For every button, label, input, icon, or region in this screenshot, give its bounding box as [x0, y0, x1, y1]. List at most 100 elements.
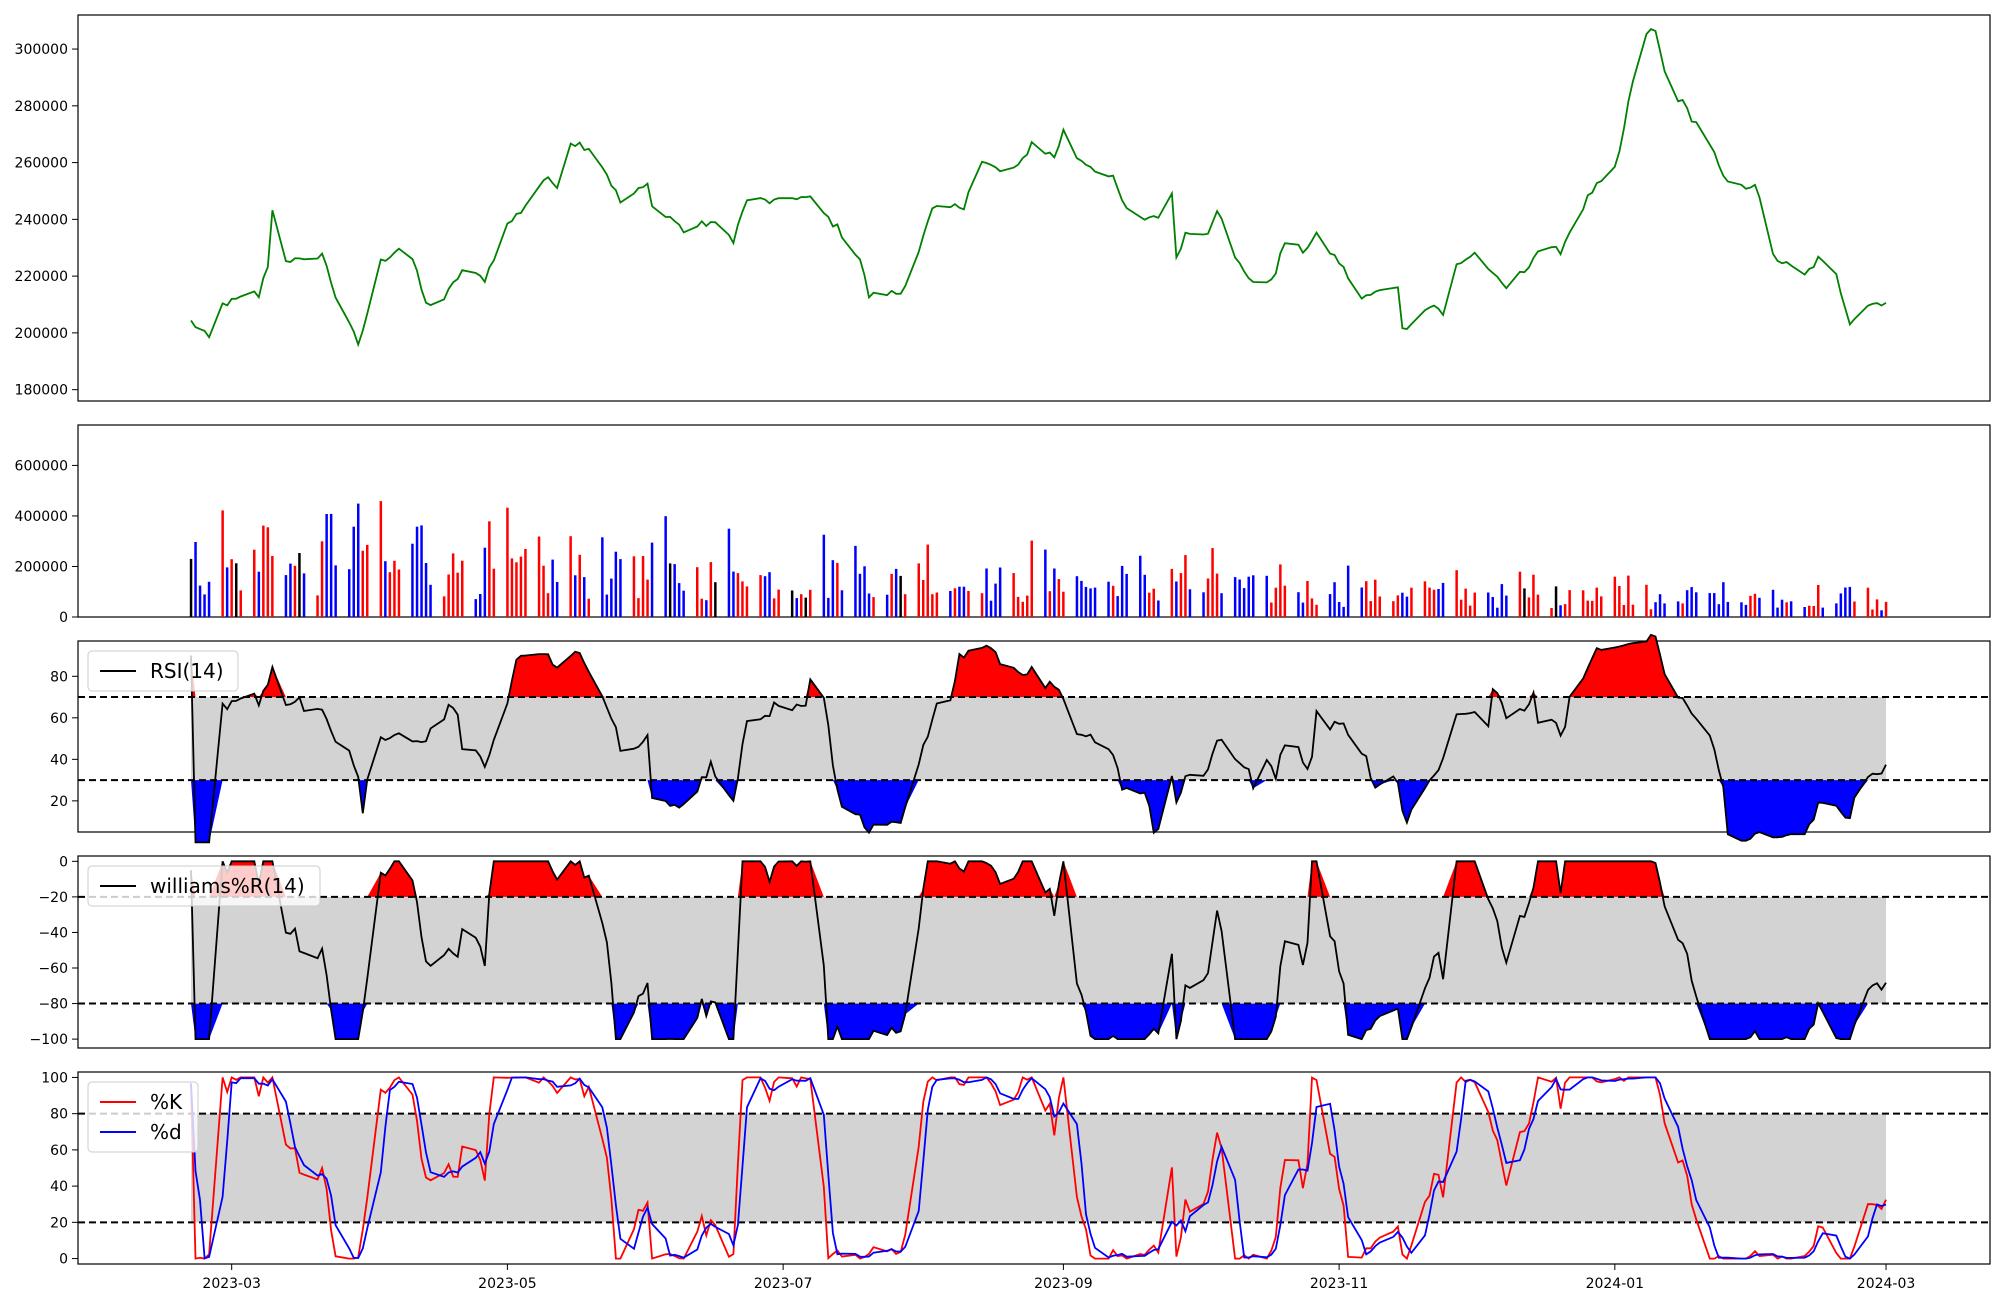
volume-bar	[1441, 582, 1445, 617]
volume-bar	[804, 597, 807, 617]
volume-bar	[1306, 581, 1309, 617]
volume-bar	[1527, 597, 1531, 617]
volume-bar	[795, 598, 798, 617]
volume-bar	[894, 568, 898, 617]
volume-bar	[664, 516, 667, 617]
volume-bar	[840, 590, 844, 617]
stoch-ytick-label: 100	[41, 1070, 68, 1086]
volume-bar	[619, 559, 622, 617]
volume-bar	[831, 560, 835, 617]
rsi-ytick-label: 40	[50, 752, 68, 768]
volume-bar	[1084, 586, 1088, 617]
volume-bar	[379, 501, 383, 617]
volume-bar	[858, 573, 862, 617]
volume-bar	[537, 536, 541, 617]
volume-bar	[1111, 585, 1115, 617]
volume-bar	[298, 553, 301, 617]
volume-bar	[1125, 573, 1128, 617]
volume-bar	[1270, 602, 1273, 617]
volume-bar	[1179, 573, 1183, 617]
volume-bar	[1053, 568, 1056, 617]
volume-bar	[827, 597, 830, 617]
volume-bar	[632, 556, 636, 617]
volume-bar	[790, 590, 794, 617]
volume-bar	[641, 556, 645, 617]
volume-bar	[1044, 549, 1047, 617]
will-oversold-fill	[191, 1003, 1886, 1040]
stoch-k-line	[190, 1075, 1887, 1261]
volume-bar	[949, 591, 952, 617]
volume-bar	[1437, 589, 1440, 617]
volume-bar	[1581, 590, 1585, 617]
volume-bar	[714, 582, 717, 617]
x-tick-label: 2023-05	[478, 1276, 537, 1292]
volume-bar	[1776, 607, 1779, 617]
volume-bar	[221, 510, 224, 617]
volume-bar	[302, 573, 306, 617]
volume-bar	[1220, 593, 1223, 617]
will-neutral-band	[191, 896, 1887, 1004]
volume-bar	[668, 563, 672, 617]
x-tick-label: 2024-01	[1586, 1276, 1645, 1292]
volume-bar	[1315, 604, 1318, 617]
volume-bar	[637, 598, 640, 617]
volume-bar	[1758, 597, 1761, 617]
price-ytick-label: 240000	[15, 212, 68, 228]
volume-bar	[1057, 579, 1061, 617]
stoch-legend: %K %d	[87, 1081, 199, 1153]
volume-bar	[935, 592, 939, 617]
price-ytick-label: 300000	[15, 42, 68, 58]
volume-bar	[1717, 604, 1721, 617]
volume-bar	[388, 572, 392, 617]
volume-bar	[1649, 609, 1653, 617]
volume-bar	[235, 563, 238, 617]
volume-bar	[1410, 587, 1413, 617]
volume-bar	[967, 590, 970, 617]
volume-bar	[1396, 595, 1400, 617]
volume-bar	[1866, 587, 1870, 617]
volume-bar	[189, 558, 193, 617]
volume-bar	[352, 526, 355, 617]
volume-bar	[1206, 578, 1210, 617]
volume-bar	[284, 575, 288, 617]
volume-bar	[203, 594, 206, 617]
rsi-legend-box	[87, 650, 239, 692]
volume-bar	[474, 599, 477, 617]
volume-bar	[1089, 588, 1092, 617]
volume-bar	[601, 537, 604, 617]
volume-bar	[587, 598, 590, 617]
volume-bar	[320, 541, 324, 617]
volume-bar	[1722, 582, 1725, 617]
x-tick-label: 2024-03	[1857, 1276, 1916, 1292]
rsi-ytick-label: 80	[50, 669, 68, 685]
volume-bar	[1459, 599, 1463, 617]
volume-bar	[207, 581, 211, 617]
volume-bar	[1523, 588, 1526, 617]
volume-bar	[1812, 606, 1815, 617]
volume-bar	[1378, 596, 1381, 617]
volume-ytick-label: 600000	[15, 458, 68, 474]
volume-bar	[1247, 576, 1250, 617]
stoch-legend-box	[87, 1081, 199, 1153]
will-ytick-label: 0	[59, 854, 68, 870]
volume-bar	[1432, 589, 1436, 617]
volume-bar	[1392, 601, 1395, 617]
volume-bar	[1884, 601, 1888, 617]
volume-bar	[763, 576, 767, 617]
volume-bar	[239, 590, 242, 617]
volume-bar	[510, 558, 514, 617]
volume-bar	[1148, 592, 1151, 617]
will-ytick-label: −60	[38, 961, 68, 977]
stoch-ytick-label: 80	[50, 1107, 68, 1123]
volume-bar	[1242, 588, 1246, 617]
volume-bar	[1518, 571, 1522, 617]
rsi-legend-label: RSI(14)	[150, 659, 224, 683]
williams-r-panel: 0 −20 −40 −60 −80 −100 williams%R(14)	[30, 854, 1991, 1049]
volume-bar	[1184, 555, 1187, 617]
volume-bar	[682, 590, 685, 617]
volume-bar	[1473, 592, 1476, 617]
volume-ytick-label: 0	[59, 610, 68, 626]
volume-bar	[958, 586, 961, 617]
volume-bar	[1030, 540, 1033, 617]
